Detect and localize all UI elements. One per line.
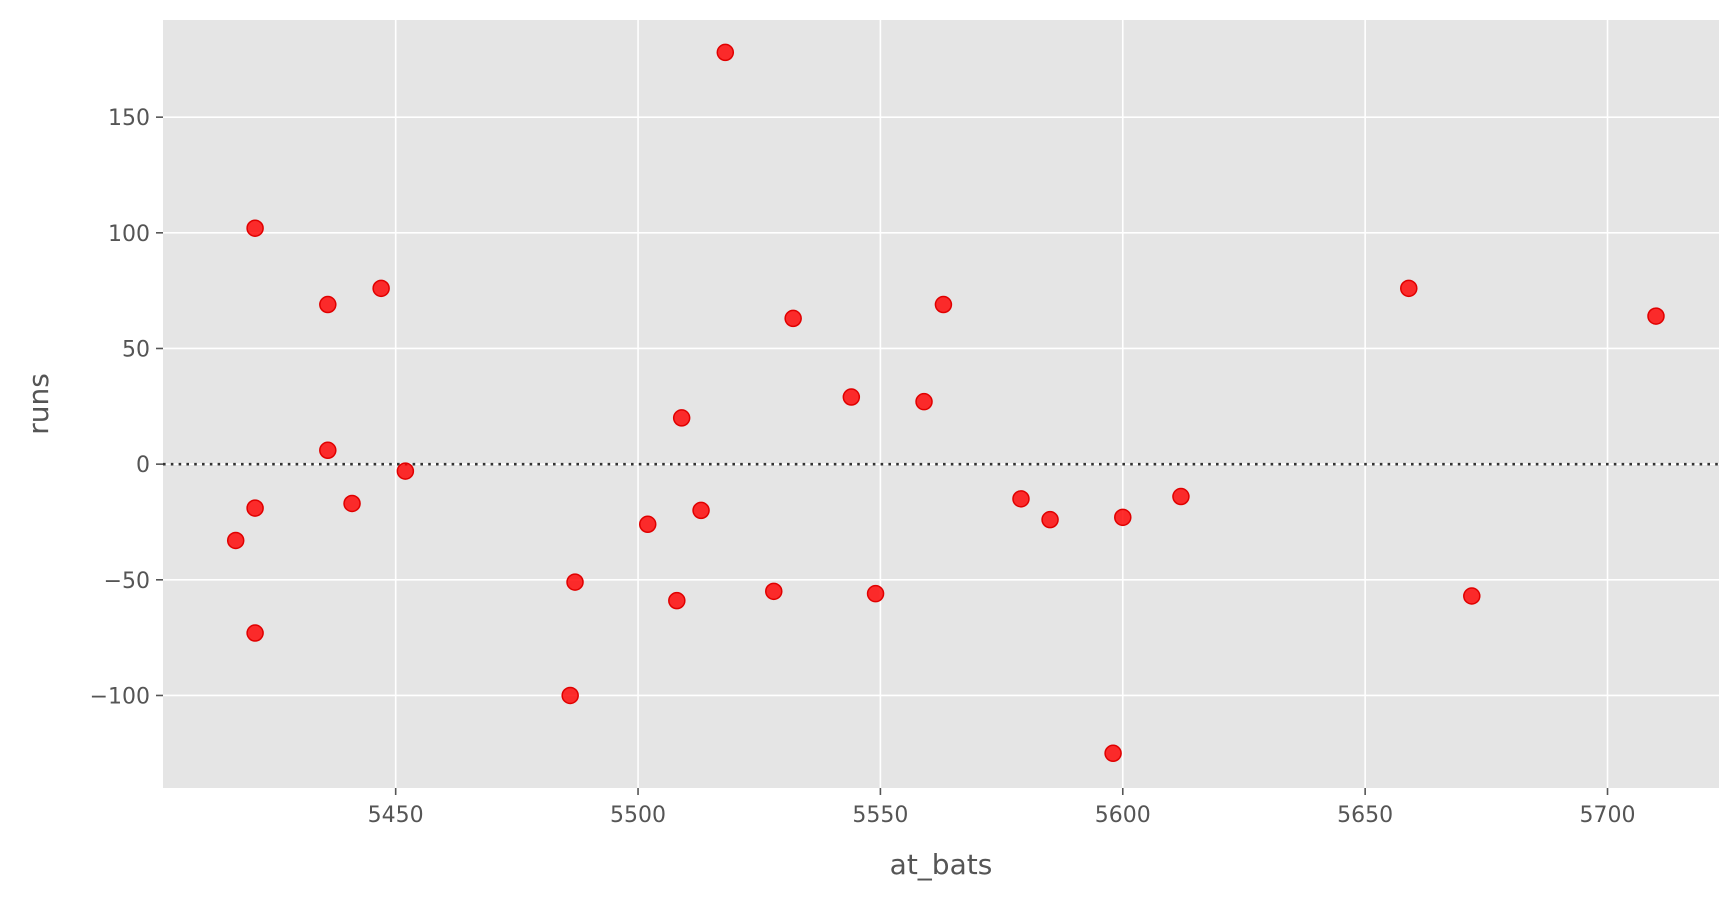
data-point xyxy=(1104,744,1122,763)
data-point xyxy=(1463,587,1481,605)
x-tick-label: 5650 xyxy=(1337,803,1393,828)
y-tick-label: 0 xyxy=(136,453,150,478)
data-point xyxy=(343,494,361,513)
data-point xyxy=(372,279,390,298)
scatter-points xyxy=(226,43,1665,763)
data-point xyxy=(1012,490,1030,508)
x-tick-label: 5550 xyxy=(852,803,908,828)
x-tick-label: 5500 xyxy=(610,803,666,828)
x-tick-label: 5450 xyxy=(368,803,424,828)
x-axis-ticks: 5450 5500 5550 5600 5650 5700 xyxy=(368,788,1636,828)
data-point xyxy=(1172,487,1190,506)
x-tick-label: 5700 xyxy=(1580,803,1636,828)
data-point xyxy=(1114,508,1132,527)
data-point xyxy=(1647,307,1665,325)
data-point xyxy=(668,591,686,610)
y-tick-label: 50 xyxy=(122,337,150,362)
y-axis-ticks: −100 −50 0 50 100 150 xyxy=(90,106,163,709)
data-point xyxy=(246,499,264,517)
data-point xyxy=(866,584,885,603)
data-point xyxy=(716,43,735,62)
y-tick-label: −100 xyxy=(90,684,150,709)
data-point xyxy=(396,462,415,480)
y-tick-label: 100 xyxy=(108,222,150,247)
data-point xyxy=(915,392,933,411)
y-tick-label: −50 xyxy=(104,569,150,594)
data-point xyxy=(561,686,579,705)
data-point xyxy=(1400,279,1418,298)
data-point xyxy=(765,582,783,601)
data-point xyxy=(566,573,584,591)
data-point xyxy=(784,309,802,328)
y-tick-label: 150 xyxy=(108,106,150,131)
data-point xyxy=(842,388,861,406)
data-point xyxy=(934,295,953,314)
x-tick-label: 5600 xyxy=(1095,803,1151,828)
data-point xyxy=(319,295,337,314)
data-point xyxy=(1041,510,1059,529)
data-point xyxy=(319,441,337,460)
data-point xyxy=(692,501,710,520)
data-point xyxy=(246,624,264,642)
data-point xyxy=(226,531,245,550)
data-point xyxy=(672,409,691,427)
plot-area xyxy=(163,20,1719,788)
data-point xyxy=(638,515,657,534)
x-axis-label: at_bats xyxy=(890,848,993,881)
data-point xyxy=(246,219,264,237)
y-axis-label: runs xyxy=(22,373,55,435)
